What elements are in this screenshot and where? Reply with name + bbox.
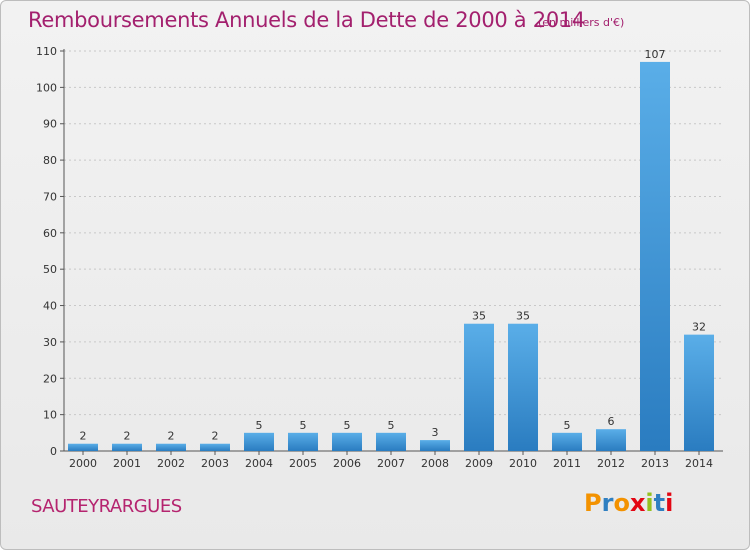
logo-letter: P bbox=[584, 489, 602, 517]
x-tick-label: 2007 bbox=[377, 457, 405, 470]
grid-lines bbox=[64, 50, 723, 416]
bar-2013 bbox=[640, 61, 670, 452]
y-tick-label: 40 bbox=[43, 300, 57, 313]
logo-letter: r bbox=[601, 489, 614, 517]
x-tick-label: 2005 bbox=[289, 457, 317, 470]
bar-value-label: 35 bbox=[516, 310, 530, 323]
x-tick-label: 2013 bbox=[641, 457, 669, 470]
y-tick-label: 90 bbox=[43, 118, 57, 131]
x-tick-label: 2008 bbox=[421, 457, 449, 470]
chart-unit: (en milliers d'€) bbox=[538, 16, 625, 29]
bar-2002 bbox=[156, 443, 186, 451]
bar-2007 bbox=[376, 432, 406, 451]
x-tick-label: 2004 bbox=[245, 457, 273, 470]
bar-2009 bbox=[464, 323, 494, 451]
axes bbox=[60, 49, 723, 455]
x-tick-label: 2003 bbox=[201, 457, 229, 470]
bar-value-label: 2 bbox=[212, 430, 219, 443]
y-tick-label: 10 bbox=[43, 409, 57, 422]
bar-value-label: 5 bbox=[388, 419, 395, 432]
y-tick-label: 60 bbox=[43, 227, 57, 240]
x-tick-label: 2011 bbox=[553, 457, 581, 470]
x-tick-label: 2000 bbox=[69, 457, 97, 470]
x-tick-labels: 2000 2001 2002 2003 2004 2005 2006 2007 2008 2009… bbox=[69, 457, 713, 470]
x-tick-label: 2002 bbox=[157, 457, 185, 470]
bar-value-label: 32 bbox=[692, 321, 706, 334]
x-tick-label: 2006 bbox=[333, 457, 361, 470]
x-tick-label: 2009 bbox=[465, 457, 493, 470]
bar-2014 bbox=[684, 334, 714, 451]
bars bbox=[68, 61, 714, 452]
y-tick-label: 80 bbox=[43, 154, 57, 167]
commune-name: SAUTEYRARGUES bbox=[31, 496, 182, 517]
logo-letter: x bbox=[629, 489, 646, 517]
bar-2006 bbox=[332, 432, 362, 451]
bar-2011 bbox=[552, 432, 582, 451]
bar-value-label: 5 bbox=[344, 419, 351, 432]
bar-value-label: 35 bbox=[472, 310, 486, 323]
y-tick-label: 30 bbox=[43, 336, 57, 349]
bar-2012 bbox=[596, 429, 626, 451]
bar-value-label: 3 bbox=[432, 426, 439, 439]
y-tick-label: 110 bbox=[36, 45, 57, 58]
proxiti-logo: Proxiti bbox=[584, 489, 673, 517]
bar-2003 bbox=[200, 443, 230, 451]
y-tick-label: 70 bbox=[43, 190, 57, 203]
bar-2005 bbox=[288, 432, 318, 451]
y-tick-label: 0 bbox=[50, 445, 57, 458]
logo-letter: o bbox=[613, 489, 630, 517]
y-tick-label: 50 bbox=[43, 263, 57, 276]
bar-2004 bbox=[244, 432, 274, 451]
bar-value-label: 2 bbox=[80, 430, 87, 443]
y-tick-label: 20 bbox=[43, 372, 57, 385]
bar-2001 bbox=[112, 443, 142, 451]
bar-value-label: 5 bbox=[564, 419, 571, 432]
logo-letter: i bbox=[665, 489, 674, 517]
bar-value-label: 2 bbox=[168, 430, 175, 443]
y-tick-labels: 0 10 20 30 40 50 60 70 80 90 100 110 bbox=[36, 45, 57, 458]
bar-value-label: 6 bbox=[608, 415, 615, 428]
bar-2010 bbox=[508, 323, 538, 451]
x-tick-label: 2012 bbox=[597, 457, 625, 470]
y-tick-label: 100 bbox=[36, 81, 57, 94]
bar-value-label: 5 bbox=[256, 419, 263, 432]
x-tick-label: 2001 bbox=[113, 457, 141, 470]
x-tick-label: 2014 bbox=[685, 457, 713, 470]
bar-labels: 2 2 2 2 5 5 5 5 3 35 35 5 6 107 32 bbox=[80, 48, 707, 443]
chart-title: Remboursements Annuels de la Dette de 20… bbox=[28, 8, 585, 32]
logo-letter: t bbox=[653, 489, 666, 517]
bar-2008 bbox=[420, 440, 450, 451]
logo-letter: i bbox=[645, 489, 654, 517]
x-tick-label: 2010 bbox=[509, 457, 537, 470]
bar-value-label: 5 bbox=[300, 419, 307, 432]
bar-2000 bbox=[68, 443, 98, 451]
bar-value-label: 2 bbox=[124, 430, 131, 443]
bar-value-label: 107 bbox=[645, 48, 666, 61]
